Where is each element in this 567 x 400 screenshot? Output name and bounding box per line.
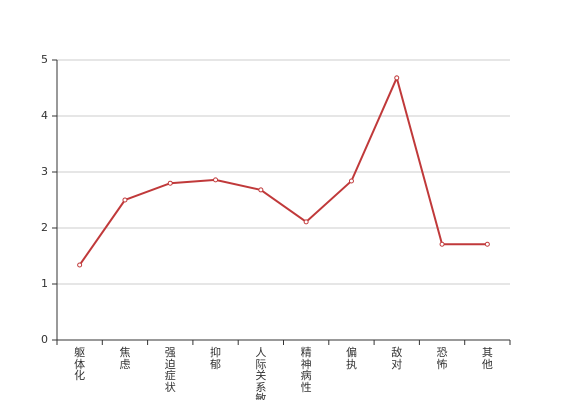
- point: [439, 241, 445, 247]
- point: [213, 177, 219, 183]
- point: [258, 187, 264, 193]
- y-tick-label: 4: [41, 109, 48, 122]
- x-tick-label: 人际关系敏感: [255, 346, 267, 400]
- point: [394, 75, 400, 81]
- y-tick-label: 0: [41, 333, 48, 346]
- x-tick-label: 精神病性: [300, 346, 312, 394]
- x-tick-label: 焦虑: [119, 346, 131, 371]
- y-tick-label: 1: [41, 277, 48, 290]
- y-tick-label: 5: [41, 53, 48, 66]
- line: [78, 74, 488, 266]
- point: [167, 180, 173, 186]
- x-tick-label: 偏执: [345, 346, 357, 371]
- x-tick-label: 其他: [481, 346, 493, 371]
- point: [77, 262, 83, 268]
- y-tick-label: 2: [41, 221, 48, 234]
- x-tick-label: 恐怖: [436, 346, 448, 371]
- point: [348, 178, 354, 184]
- x-tick-label: 抑郁: [210, 346, 222, 371]
- point: [303, 219, 309, 225]
- point: [122, 197, 128, 203]
- y-tick-label: 3: [41, 165, 48, 178]
- x-tick-label: 强迫症状: [164, 346, 176, 394]
- x-tick-label: 躯体化: [74, 346, 86, 382]
- x-tick-label: 敌对: [391, 346, 403, 371]
- point: [484, 241, 490, 247]
